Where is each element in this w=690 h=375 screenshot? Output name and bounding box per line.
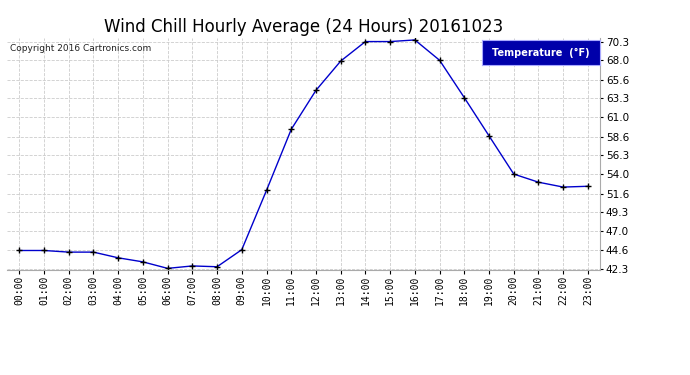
Title: Wind Chill Hourly Average (24 Hours) 20161023: Wind Chill Hourly Average (24 Hours) 201… xyxy=(104,18,503,36)
Text: Copyright 2016 Cartronics.com: Copyright 2016 Cartronics.com xyxy=(10,45,151,54)
